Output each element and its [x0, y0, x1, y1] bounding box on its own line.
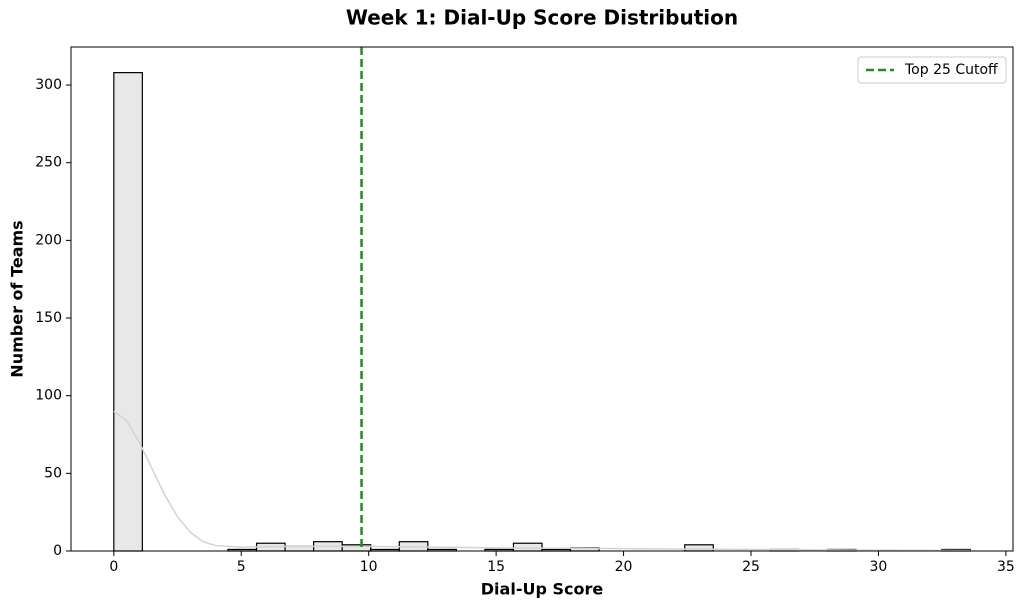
x-tick-label: 25 [742, 559, 760, 575]
bar [684, 544, 714, 552]
kde-line [113, 410, 971, 552]
chart-title: Week 1: Dial-Up Score Distribution [346, 6, 738, 30]
y-tick-label: 150 [35, 310, 62, 326]
x-tick-label: 30 [870, 559, 888, 575]
legend-box [857, 56, 1007, 84]
y-tick-label: 100 [35, 388, 62, 404]
y-tick-label: 200 [35, 232, 62, 248]
x-tick-label: 20 [615, 559, 633, 575]
plot-frame [70, 46, 1014, 552]
legend-label: Top 25 Cutoff [904, 62, 998, 78]
x-tick-label: 35 [997, 559, 1015, 575]
y-tick-label: 250 [35, 155, 62, 171]
y-tick-label: 300 [35, 77, 62, 93]
bar [512, 542, 543, 552]
x-axis-label: Dial-Up Score [481, 580, 604, 599]
bar [113, 72, 143, 552]
y-tick-label: 50 [44, 465, 62, 481]
x-tick-label: 10 [360, 559, 378, 575]
y-tick-label: 0 [53, 543, 62, 559]
x-tick-label: 5 [237, 559, 246, 575]
x-tick-label: 15 [487, 559, 505, 575]
x-tick-label: 0 [109, 559, 118, 575]
y-axis-label: Number of Teams [8, 220, 27, 377]
